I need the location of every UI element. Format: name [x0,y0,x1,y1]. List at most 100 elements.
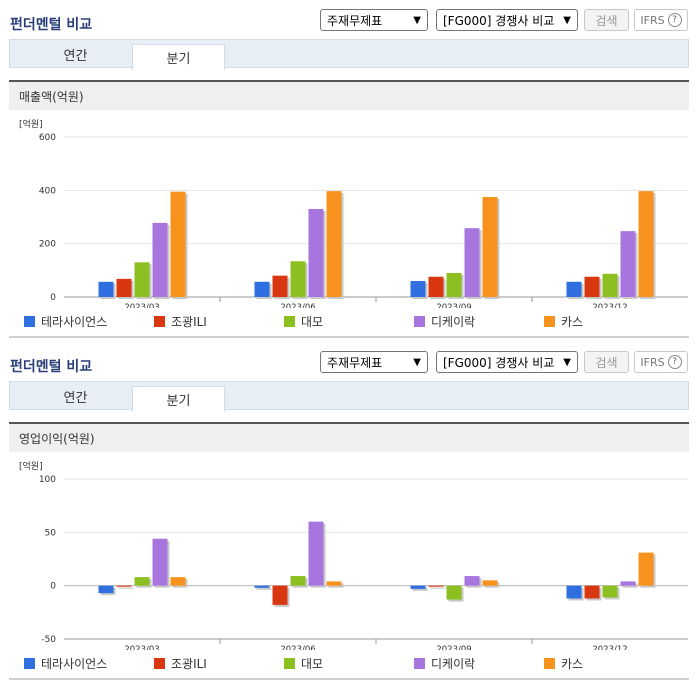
bar[interactable] [602,273,618,297]
legend-item[interactable]: 카스 [544,313,583,330]
y-tick-label: 0 [50,293,56,303]
bar[interactable] [98,585,114,594]
bar-shadow [412,587,428,591]
tab-annual[interactable]: 연간 [63,48,88,64]
legend-label: 조광ILI [171,315,207,329]
fundamental-panel-revenue: 펀더멘털 비교 주재무제표 ▼ [FG000] 경쟁사 비교 ▼ 검색 IFRS… [9,9,689,338]
legend-item[interactable]: 테라사이언스 [24,655,107,672]
bar[interactable] [620,231,636,297]
bar[interactable] [464,228,480,297]
fundamental-panel-operating-profit: 펀더멘털 비교 주재무제표 ▼ [FG000] 경쟁사 비교 ▼ 검색 IFRS… [0,342,696,684]
help-icon[interactable]: ? [667,355,682,369]
x-tick-label: 2023/03 [124,303,159,308]
bar[interactable] [170,577,186,586]
ifrs-button[interactable]: IFRS ? [634,351,688,373]
help-icon[interactable]: ? [667,13,682,27]
legend-item[interactable]: 대모 [284,655,323,672]
bar[interactable] [410,585,426,589]
bar[interactable] [254,585,270,588]
bar[interactable] [428,585,444,587]
bar[interactable] [272,275,288,297]
legend-label: 조광ILI [171,657,207,671]
legend-label: 대모 [301,315,324,329]
bar[interactable] [116,585,132,587]
legend-label: 카스 [561,315,584,329]
section-header: 매출액(억원) [9,80,689,110]
group-select[interactable]: [FG000] 경쟁사 비교 ▼ [436,351,578,373]
y-tick-label: 600 [39,133,56,143]
y-tick-label: -50 [41,635,56,645]
bar[interactable] [638,191,654,297]
bar[interactable] [134,577,150,586]
legend-item[interactable]: 테라사이언스 [24,313,107,330]
statement-select-value: 주재무제표 [327,355,383,370]
divider [9,336,689,338]
chevron-down-icon: ▼ [563,356,571,368]
legend-item[interactable]: 조광ILI [154,313,207,330]
bar[interactable] [584,585,600,599]
bar[interactable] [446,273,462,297]
y-tick-label: 0 [50,582,56,592]
legend-item[interactable]: 카스 [544,655,583,672]
bar[interactable] [482,197,498,297]
ifrs-label: IFRS [640,13,665,27]
bar[interactable] [152,222,168,297]
legend-item[interactable]: 디케이락 [414,313,475,330]
legend-swatch [414,658,425,669]
bar[interactable] [134,262,150,297]
bar[interactable] [308,521,324,586]
bar[interactable] [254,281,270,297]
bar[interactable] [308,209,324,297]
y-tick-label: 50 [45,528,57,538]
chevron-down-icon: ▼ [413,14,421,26]
statement-select[interactable]: 주재무제표 ▼ [320,9,428,31]
bar[interactable] [638,552,654,586]
bar[interactable] [482,580,498,586]
search-button[interactable]: 검색 [584,9,629,31]
bar[interactable] [428,276,444,297]
chevron-down-icon: ▼ [413,356,421,368]
x-tick-label: 2023/09 [436,645,471,650]
bar[interactable] [170,191,186,297]
legend-swatch [284,658,295,669]
bar[interactable] [326,191,342,297]
bar[interactable] [116,278,132,297]
section-header: 영업이익(억원) [9,422,689,452]
bar[interactable] [602,585,618,598]
bar[interactable] [290,576,306,586]
search-button[interactable]: 검색 [584,351,629,373]
bar[interactable] [272,585,288,605]
group-select[interactable]: [FG000] 경쟁사 비교 ▼ [436,9,578,31]
bar[interactable] [98,281,114,297]
bar[interactable] [410,281,426,297]
statement-select[interactable]: 주재무제표 ▼ [320,351,428,373]
bar[interactable] [566,281,582,297]
bar-shadow [256,587,272,590]
legend-item[interactable]: 조광ILI [154,655,207,672]
panel-title: 펀더멘털 비교 [10,359,93,375]
group-select-value: [FG000] 경쟁사 비교 [443,13,555,28]
legend-label: 디케이락 [431,315,476,329]
unit-label: [억원] [19,460,43,472]
legend-swatch [24,658,35,669]
bar[interactable] [464,576,480,586]
bar[interactable] [152,538,168,586]
bar[interactable] [584,276,600,297]
tab-quarterly[interactable]: 분기 [132,44,225,70]
bar[interactable] [290,261,306,297]
tab-annual[interactable]: 연간 [63,390,88,406]
tab-quarterly[interactable]: 분기 [132,386,225,412]
ifrs-button[interactable]: IFRS ? [634,9,688,31]
legend-item[interactable]: 대모 [284,313,323,330]
divider [9,678,689,680]
y-tick-label: 400 [39,186,56,196]
bar[interactable] [566,585,582,599]
bar[interactable] [326,581,342,586]
legend-swatch [154,658,165,669]
bar[interactable] [620,581,636,586]
operating-profit-chart: [억원] 100 50 0 -50 2023/03 2023/06 2023/09 2023/1… [19,460,688,650]
legend-swatch [284,316,295,327]
legend-swatch [414,316,425,327]
bar[interactable] [446,585,462,600]
legend-item[interactable]: 디케이락 [414,655,475,672]
